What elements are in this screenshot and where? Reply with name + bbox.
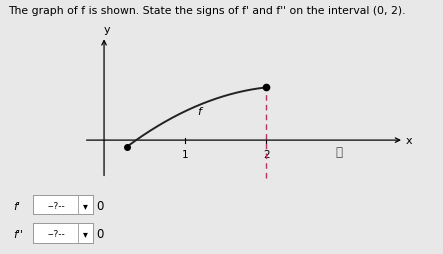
Text: x: x <box>405 136 412 146</box>
Text: 2: 2 <box>263 149 269 159</box>
Text: ▾: ▾ <box>83 200 88 211</box>
Text: ▾: ▾ <box>83 228 88 239</box>
Text: The graph of f is shown. State the signs of f' and f'' on the interval (0, 2).: The graph of f is shown. State the signs… <box>8 6 405 16</box>
Text: f: f <box>197 107 201 117</box>
Text: --?--: --?-- <box>47 201 65 210</box>
Text: 0: 0 <box>97 227 104 240</box>
Text: y: y <box>104 25 111 35</box>
Text: ⓘ: ⓘ <box>335 145 342 158</box>
Text: 0: 0 <box>97 199 104 212</box>
Text: f'': f'' <box>13 230 23 240</box>
Text: f': f' <box>13 202 20 212</box>
Text: --?--: --?-- <box>47 229 65 238</box>
Text: 1: 1 <box>182 149 188 159</box>
